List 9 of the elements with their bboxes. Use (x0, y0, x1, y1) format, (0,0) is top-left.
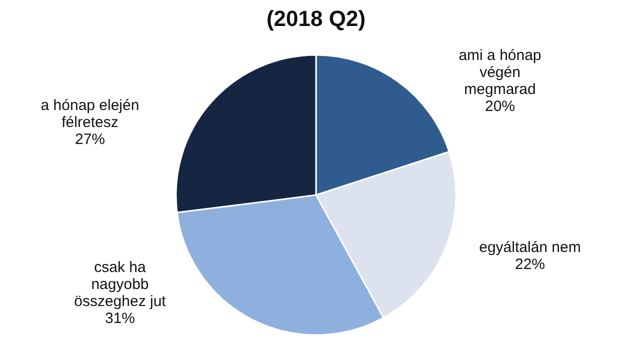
data-label: 22% (514, 256, 546, 273)
data-label: 31% (104, 310, 136, 327)
data-label: 20% (484, 98, 516, 115)
data-label: 27% (74, 131, 106, 148)
slice-label: ami a hónap végén megmarad (458, 47, 542, 98)
chart-title: (2018 Q2) (266, 6, 366, 31)
slice-label: egyáltalán nem (479, 239, 581, 256)
slice-label: csak ha nagyobb összeghez jut (74, 259, 167, 310)
slice-label: a hónap elején félretesz (40, 97, 140, 131)
